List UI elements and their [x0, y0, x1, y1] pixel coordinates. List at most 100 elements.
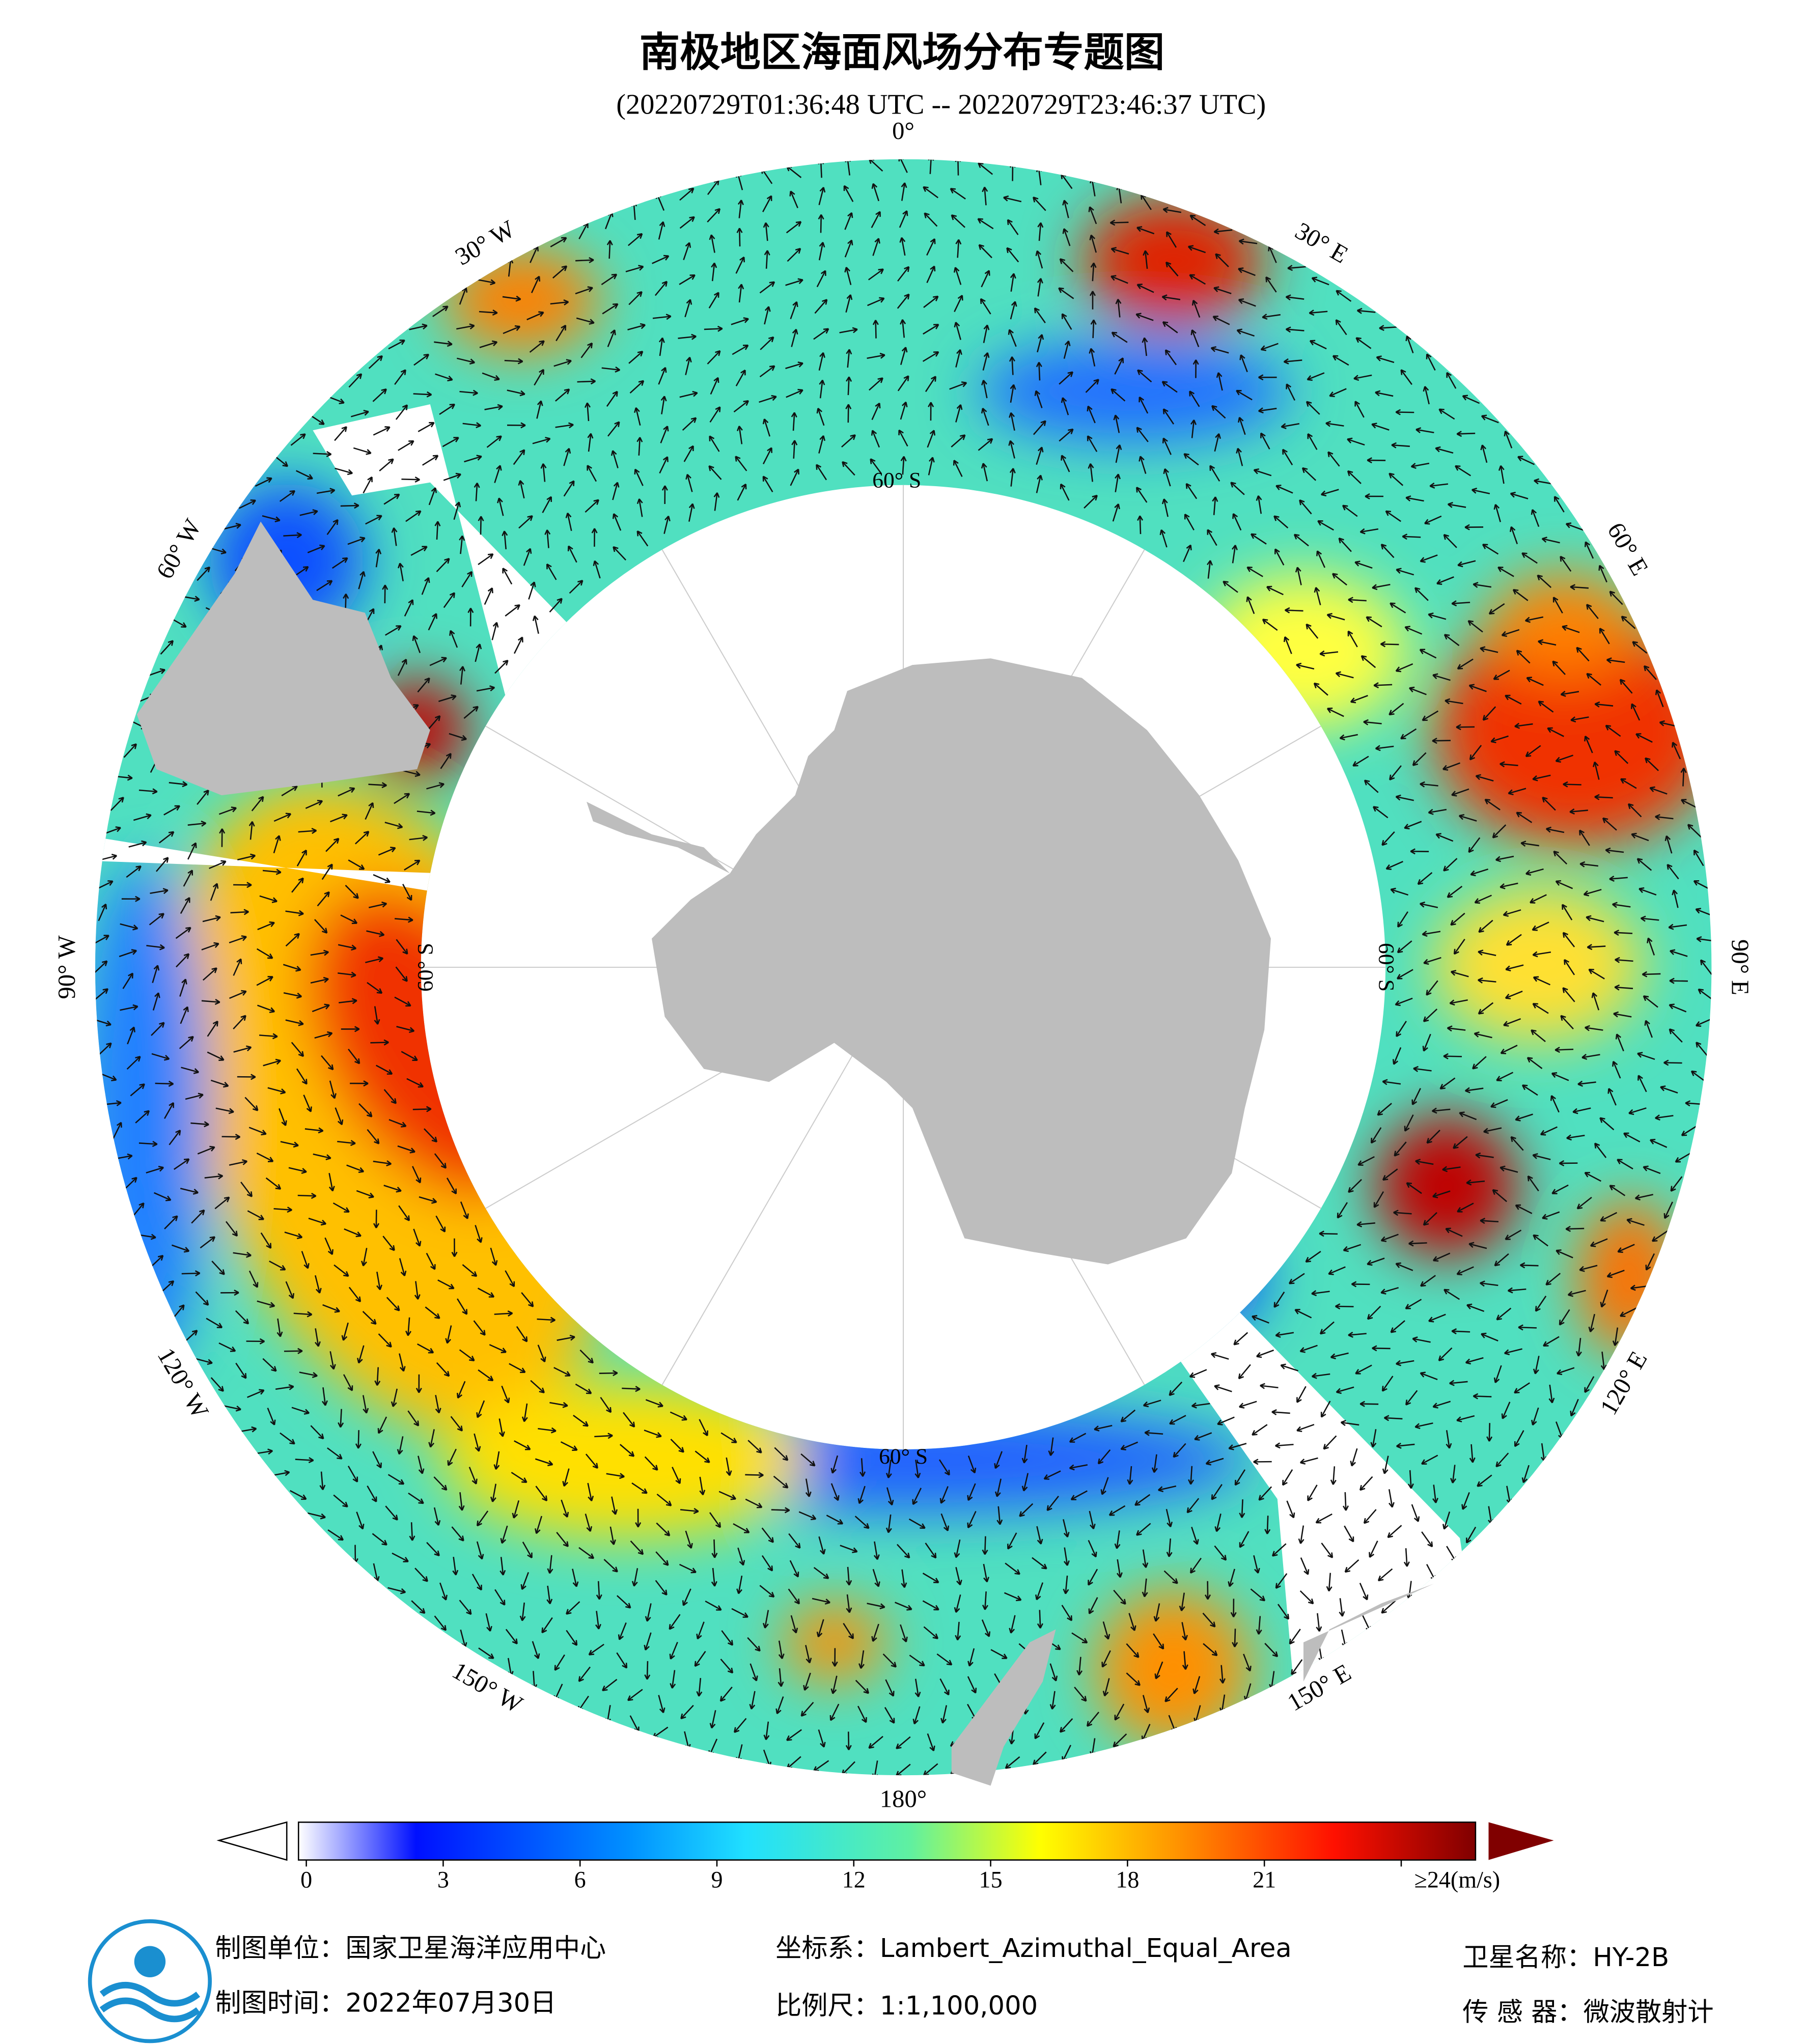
wind-arrow-head — [535, 1528, 541, 1534]
wind-arrow — [908, 1518, 926, 1529]
wind-arrow-head — [791, 412, 797, 418]
wind-arrow — [1673, 890, 1679, 908]
wind-arrow-head — [946, 1660, 953, 1666]
wind-arrow-head — [353, 893, 359, 899]
wind-arrow-head — [1336, 1388, 1342, 1394]
wind-arrow — [1423, 1009, 1438, 1022]
wind-arrow-head — [500, 1538, 507, 1544]
wind-arrow-head — [402, 948, 408, 955]
wind-arrow-head — [1501, 1413, 1507, 1419]
wind-arrow-head — [1286, 383, 1292, 389]
wind-arrow-head — [1284, 1613, 1290, 1620]
wind-arrow — [1483, 1127, 1502, 1133]
wind-arrow-head — [1562, 932, 1568, 938]
wind-arrow-head — [152, 1140, 158, 1147]
wind-arrow — [936, 1653, 952, 1666]
wind-arrow — [679, 1563, 697, 1573]
wind-arrow — [1628, 803, 1642, 818]
wind-arrow-head — [169, 1102, 174, 1108]
wind-arrow-head — [527, 1552, 533, 1559]
wind-arrow-head — [1587, 944, 1593, 950]
wind-arrow — [275, 1386, 294, 1390]
wind-arrow — [1581, 1054, 1600, 1058]
wind-arrow — [873, 1760, 878, 1776]
wind-arrow-head — [475, 1446, 481, 1452]
wind-arrow-head — [467, 607, 474, 613]
wind-arrow — [1090, 235, 1097, 253]
wind-arrow-head — [1212, 315, 1218, 321]
wind-arrow-head — [1340, 1420, 1346, 1426]
wind-arrow — [1372, 1347, 1391, 1350]
wind-arrow — [285, 933, 300, 947]
wind-arrow-head — [736, 1588, 742, 1594]
wind-arrow-head — [539, 340, 545, 346]
wind-arrow-head — [852, 1547, 858, 1553]
wind-arrow — [1643, 1166, 1661, 1174]
wind-arrow — [1360, 1403, 1379, 1405]
wind-arrow-head — [527, 515, 533, 521]
wind-arrow-head — [204, 566, 210, 573]
wind-arrow — [1605, 725, 1621, 737]
wind-arrow-head — [1397, 947, 1403, 954]
wind-arrow-head — [1594, 794, 1600, 800]
wind-arrow — [805, 1645, 811, 1663]
wind-arrow — [1286, 383, 1296, 401]
wind-arrow-head — [1377, 1575, 1384, 1582]
wind-arrow — [435, 1395, 440, 1413]
wind-arrow — [426, 1252, 436, 1270]
wind-arrow-head — [816, 1631, 823, 1638]
wind-arrow — [1372, 1429, 1377, 1447]
wind-arrow — [843, 185, 854, 202]
wind-arrow-head — [520, 1367, 526, 1373]
wind-arrow-head — [1090, 262, 1097, 268]
wind-arrow — [490, 1247, 497, 1266]
wind-arrow-head — [381, 782, 387, 789]
wind-arrow-head — [461, 735, 467, 741]
wind-arrow — [405, 510, 422, 522]
wind-arrow — [671, 1670, 676, 1689]
wind-arrow-head — [696, 1691, 703, 1697]
wind-arrow — [1215, 253, 1229, 267]
wind-arrow — [426, 783, 445, 790]
wind-arrow — [619, 1622, 627, 1640]
wind-arrow-head — [767, 1565, 773, 1572]
wind-arrow — [858, 1486, 866, 1504]
wind-arrow-head — [984, 1631, 991, 1637]
wind-arrow — [1140, 456, 1147, 474]
wind-arrow — [927, 1733, 935, 1751]
wind-arrow — [1617, 1159, 1633, 1170]
wind-arrow-head — [1496, 1076, 1502, 1081]
wind-arrow — [1390, 602, 1406, 613]
wind-arrow — [502, 296, 521, 300]
wind-arrow — [1630, 1285, 1649, 1289]
wind-arrow — [428, 487, 436, 506]
wind-arrow — [1162, 408, 1175, 425]
wind-arrow — [1181, 1622, 1186, 1640]
wind-arrow-head — [1359, 1485, 1366, 1491]
wind-arrow-head — [1293, 534, 1300, 540]
wind-arrow — [1424, 515, 1442, 524]
wind-arrow — [688, 503, 693, 522]
wind-arrow-head — [1287, 265, 1293, 271]
producer: 制图单位：国家卫星海洋应用中心 — [215, 1933, 606, 1964]
wind-arrow — [131, 1202, 145, 1218]
wind-arrow-head — [1605, 847, 1611, 854]
wind-arrow-head — [924, 212, 930, 218]
wind-arrow — [532, 438, 550, 444]
wind-arrow-head — [471, 1271, 478, 1277]
wind-arrow-head — [392, 1515, 398, 1521]
wind-arrow — [955, 1567, 961, 1585]
wind-arrow-head — [1088, 1608, 1094, 1614]
wind-arrow-head — [1559, 1320, 1565, 1326]
wind-arrow — [1069, 1464, 1088, 1469]
wind-arrow — [1446, 1430, 1450, 1448]
wind-arrow — [1478, 1002, 1494, 1015]
wind-arrow-head — [1238, 267, 1244, 273]
wind-arrow — [223, 524, 241, 530]
wind-arrow-head — [342, 557, 348, 563]
wind-arrow-head — [1319, 1230, 1324, 1237]
wind-arrow — [575, 1383, 592, 1394]
wind-arrow-head — [819, 352, 825, 358]
wind-arrow — [1101, 1650, 1111, 1667]
wind-arrow — [1286, 296, 1305, 300]
